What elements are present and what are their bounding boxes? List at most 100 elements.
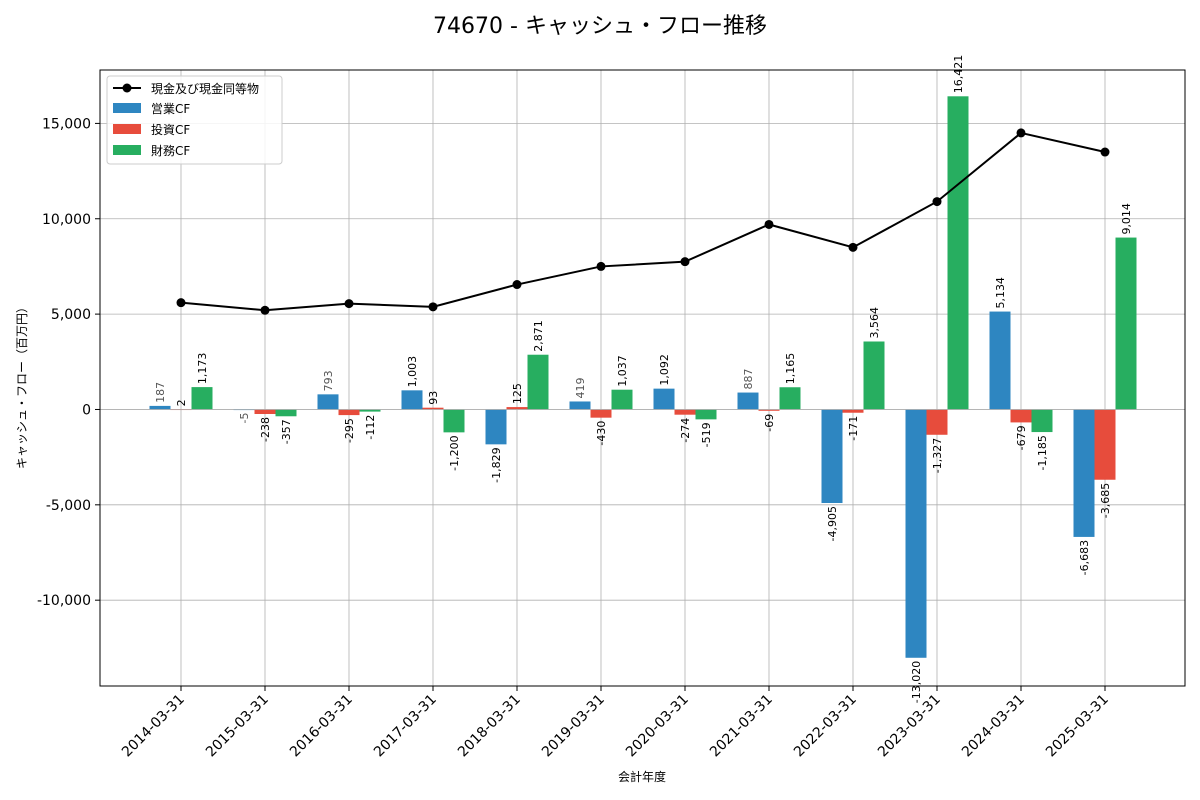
y-tick-label: 5,000 (51, 307, 91, 323)
bar-2 (674, 409, 696, 415)
cash-line (176, 128, 1110, 315)
data-label: 16,421 (952, 55, 965, 94)
data-label: -238 (259, 417, 272, 442)
x-tick-label: 2017-03-31 (371, 692, 440, 761)
data-label: 2 (175, 399, 188, 406)
bar-1 (821, 409, 843, 504)
y-tick-label: 10,000 (42, 212, 91, 228)
bar-2 (758, 409, 780, 411)
data-label: -274 (679, 418, 692, 443)
bar-3 (947, 96, 969, 410)
data-label: 793 (322, 370, 335, 391)
legend-swatch (113, 103, 141, 113)
bar-3 (527, 354, 549, 410)
data-label: -295 (343, 418, 356, 443)
bar-1 (653, 388, 675, 410)
chart-title: 74670 - キャッシュ・フロー推移 (433, 14, 767, 39)
data-label: -4,905 (826, 506, 839, 541)
data-label: -1,185 (1036, 435, 1049, 470)
cash-point (260, 305, 270, 315)
bar-2 (1010, 409, 1032, 423)
legend-swatch (113, 145, 141, 155)
bar-1 (1073, 409, 1095, 537)
data-label: -6,683 (1078, 540, 1091, 575)
bar-2 (926, 409, 948, 435)
bar-1 (569, 401, 591, 410)
data-label: -679 (1015, 425, 1028, 450)
data-label: 887 (742, 369, 755, 390)
legend-line-marker (122, 83, 132, 93)
bar-3 (359, 409, 381, 412)
cash-point (176, 298, 186, 308)
data-label: 125 (511, 383, 524, 404)
bar-2 (842, 409, 864, 413)
y-tick-label: -10,000 (37, 593, 91, 609)
legend-box (106, 75, 283, 165)
bar-1 (737, 392, 759, 410)
legend-label: 現金及び現金同等物 (151, 81, 259, 96)
x-axis-label: 会計年度 (618, 769, 666, 784)
legend-label: 投資CF (151, 122, 190, 137)
data-label: 419 (574, 377, 587, 398)
x-tick-label: 2020-03-31 (623, 692, 692, 761)
data-label: 1,037 (616, 355, 629, 387)
bar-2 (506, 407, 528, 410)
bar-2 (422, 407, 444, 410)
bar-1 (401, 390, 423, 410)
data-label: -519 (700, 422, 713, 447)
data-label: 2,871 (532, 320, 545, 352)
data-label: 1,173 (196, 353, 209, 385)
data-label: -1,200 (448, 435, 461, 470)
bar-2 (254, 409, 276, 415)
bar-2 (338, 409, 360, 416)
cash-point (596, 261, 606, 271)
cash-point (512, 280, 522, 290)
data-label: -112 (364, 415, 377, 440)
cash-point (764, 219, 774, 229)
x-tick-label: 2024-03-31 (959, 692, 1028, 761)
bar-3 (275, 409, 297, 417)
legend-label: 営業CF (151, 102, 190, 116)
cash-point (1016, 128, 1026, 138)
data-label: 93 (427, 391, 440, 405)
bar-1 (989, 311, 1011, 410)
cash-line-path (180, 131, 1106, 312)
data-label: -13,020 (910, 661, 923, 703)
bar-3 (1115, 237, 1137, 410)
data-label: 187 (154, 382, 167, 403)
x-tick-label: 2018-03-31 (455, 692, 524, 761)
bar-2 (590, 409, 612, 418)
bar-2 (1094, 409, 1116, 480)
x-tick-label: 2019-03-31 (539, 692, 608, 761)
bars (100, 96, 1185, 658)
bar-3 (443, 409, 465, 433)
cash-point (680, 257, 690, 267)
x-tick-label: 2015-03-31 (203, 692, 272, 761)
legend-label: 財務CF (151, 143, 190, 158)
y-axis-label: キャッシュ・フロー（百万円） (15, 301, 29, 469)
data-label: -69 (763, 414, 776, 432)
bar-1 (317, 394, 339, 410)
data-label: -1,327 (931, 438, 944, 473)
data-label: 1,092 (658, 354, 671, 386)
bar-3 (863, 341, 885, 410)
bar-3 (611, 389, 633, 410)
data-label: -3,685 (1099, 483, 1112, 518)
bar-3 (1031, 409, 1053, 433)
bar-1 (485, 409, 507, 445)
bar-1 (905, 409, 927, 658)
data-label: -5 (238, 413, 251, 424)
cash-point (932, 197, 942, 207)
legend-swatch (113, 124, 141, 134)
bar-1 (149, 405, 171, 410)
x-tick-label: 2014-03-31 (119, 692, 188, 761)
x-tick-label: 2021-03-31 (707, 692, 776, 761)
x-tick-label: 2022-03-31 (791, 692, 860, 761)
x-tick-label: 2025-03-31 (1043, 692, 1112, 761)
y-tick-label: 0 (82, 402, 91, 418)
y-tick-label: -5,000 (46, 498, 91, 514)
data-label: 1,165 (784, 353, 797, 385)
plot-frame (99, 69, 1186, 687)
